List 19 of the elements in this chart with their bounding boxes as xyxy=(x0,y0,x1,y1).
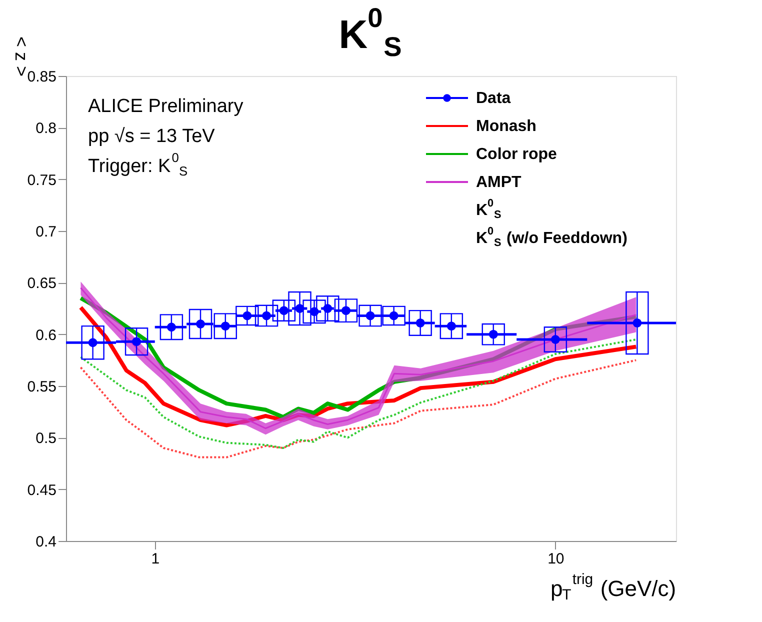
y-tick-label: 0.4 xyxy=(36,534,56,550)
x-tick-label: 1 xyxy=(151,550,160,568)
x-tick-label: 10 xyxy=(548,550,564,568)
y-tick-label: 0.8 xyxy=(36,120,56,138)
y-tick-label: 0.45 xyxy=(27,482,56,499)
y-tick-label: 0.55 xyxy=(27,378,56,396)
legend-label: Monash xyxy=(476,118,536,135)
text: (w/o Feeddown) xyxy=(506,230,628,247)
y-tick-label: 0.6 xyxy=(36,326,56,344)
annotation: ALICE Preliminary xyxy=(88,96,244,117)
y-tick-label: 0.65 xyxy=(27,275,56,292)
y-tick-label: 0.7 xyxy=(36,224,56,240)
legend-label: Data xyxy=(476,90,511,107)
y-tick-label: 0.75 xyxy=(27,172,56,189)
annotation: pp √s = 13 TeV xyxy=(88,126,216,147)
legend-label: AMPT xyxy=(476,174,522,191)
y-tick-label: 0.5 xyxy=(36,430,56,448)
legend-label: Color rope xyxy=(476,146,557,163)
y-tick-label: 0.85 xyxy=(27,68,56,86)
